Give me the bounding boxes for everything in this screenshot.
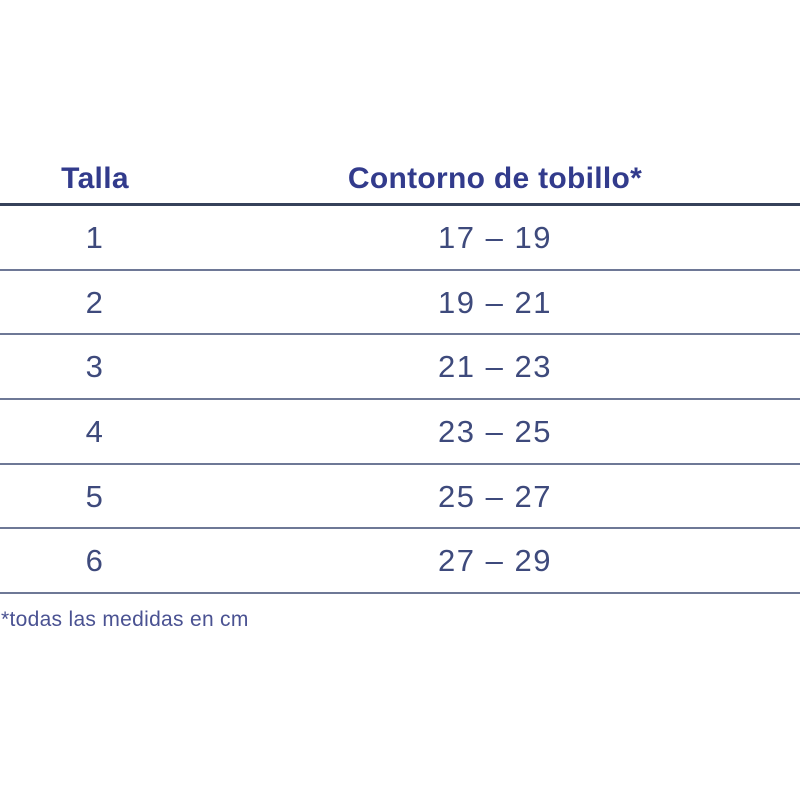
size-cell: 5 xyxy=(85,478,105,514)
table-row: 3 21 – 23 xyxy=(0,335,800,401)
size-cell: 4 xyxy=(85,413,105,449)
column-header-talla: Talla xyxy=(61,162,129,195)
table-row: 5 25 – 27 xyxy=(0,465,800,530)
table-header-row: Talla Contorno de tobillo* xyxy=(0,0,800,206)
measurements-footnote: *todas las medidas en cm xyxy=(1,608,249,632)
column-header-contorno-de-tobillo: Contorno de tobillo* xyxy=(347,162,643,195)
size-cell: 2 xyxy=(85,284,105,320)
table-row: 1 17 – 19 xyxy=(0,206,800,271)
ankle-range-cell: 19 – 21 xyxy=(438,284,552,320)
size-cell: 3 xyxy=(85,349,105,385)
ankle-range-cell: 25 – 27 xyxy=(438,478,552,514)
ankle-range-cell: 27 – 29 xyxy=(438,543,552,579)
size-cell: 6 xyxy=(85,543,105,579)
size-table: Talla Contorno de tobillo* 1 17 – 19 2 1… xyxy=(0,0,800,595)
size-cell: 1 xyxy=(85,219,105,255)
table-body: 1 17 – 19 2 19 – 21 3 21 – 23 4 23 – 25 … xyxy=(0,206,800,595)
table-row: 2 19 – 21 xyxy=(0,271,800,336)
ankle-range-cell: 21 – 23 xyxy=(438,349,552,385)
ankle-range-cell: 17 – 19 xyxy=(438,219,552,255)
ankle-range-cell: 23 – 25 xyxy=(438,413,552,449)
table-row: 6 27 – 29 xyxy=(0,529,800,595)
table-row: 4 23 – 25 xyxy=(0,400,800,465)
